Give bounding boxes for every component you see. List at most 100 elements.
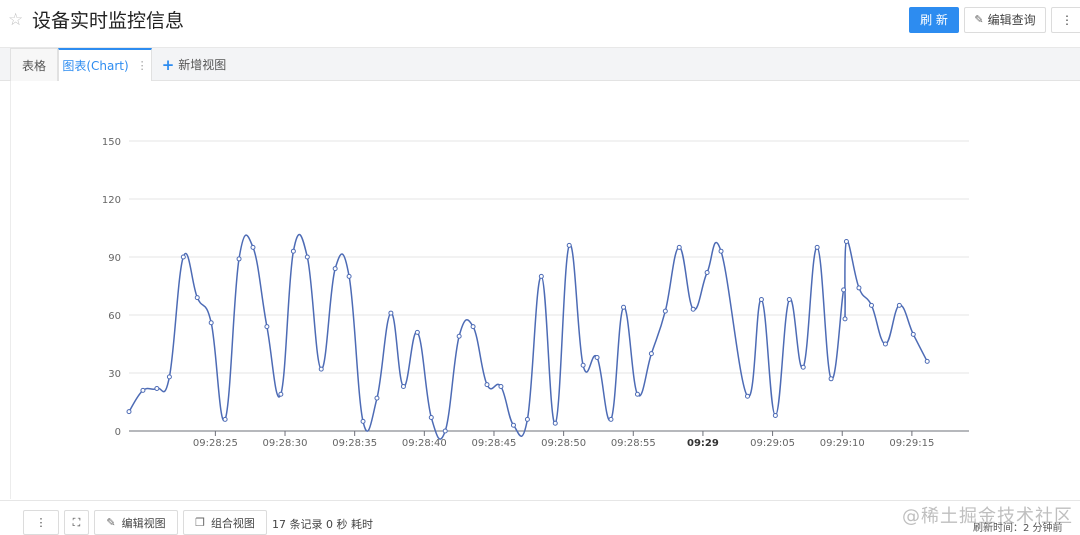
data-point bbox=[456, 333, 462, 339]
refresh-time: 刷新时间：2 分钟前 bbox=[973, 523, 1063, 534]
data-point bbox=[676, 244, 682, 250]
x-tick-label: 09:28:55 bbox=[611, 438, 656, 449]
x-tick-label: 09:29:10 bbox=[820, 438, 865, 449]
data-point bbox=[428, 414, 434, 420]
x-tick-label: 09:28:25 bbox=[193, 438, 238, 449]
page-title: 设备实时监控信息 bbox=[32, 10, 185, 32]
tab-table[interactable]: 表格 bbox=[10, 48, 58, 81]
footer-more-button[interactable]: ⋮ bbox=[23, 510, 59, 535]
data-point bbox=[264, 324, 270, 330]
y-tick-label: 0 bbox=[115, 427, 121, 438]
data-point bbox=[758, 297, 764, 303]
x-tick-label: 09:28:35 bbox=[332, 438, 377, 449]
combo-view-button[interactable]: ❐ 组合视图 bbox=[183, 510, 267, 535]
y-tick-label: 30 bbox=[108, 369, 121, 380]
data-point bbox=[346, 273, 352, 279]
data-point bbox=[608, 416, 614, 422]
series-line bbox=[128, 233, 928, 440]
data-point bbox=[250, 244, 256, 250]
y-tick-label: 120 bbox=[102, 195, 121, 206]
expand-icon[interactable]: ⛶ bbox=[64, 510, 89, 535]
data-point bbox=[552, 420, 558, 426]
data-point bbox=[868, 302, 874, 308]
page-header: ☆ 设备实时监控信息 刷 新 ✎ 编辑查询 ⋮ bbox=[0, 0, 1080, 46]
x-tick-label: 09:29 bbox=[687, 438, 719, 449]
data-point bbox=[194, 295, 200, 301]
data-point bbox=[140, 387, 146, 393]
data-point bbox=[842, 316, 848, 322]
combo-view-label: 组合视图 bbox=[210, 516, 255, 530]
data-point bbox=[278, 391, 284, 397]
star-icon[interactable]: ☆ bbox=[8, 10, 24, 30]
view-tabs: 表格 图表(Chart) ⋮ + 新增视图 bbox=[0, 47, 1080, 82]
data-point bbox=[484, 382, 490, 388]
more-menu-button[interactable]: ⋮ bbox=[1051, 7, 1080, 33]
refresh-button[interactable]: 刷 新 bbox=[909, 7, 959, 33]
data-point bbox=[360, 418, 366, 424]
data-point bbox=[236, 256, 242, 262]
data-point bbox=[222, 416, 228, 422]
data-point bbox=[841, 287, 847, 293]
x-tick-label: 09:29:15 bbox=[889, 438, 934, 449]
y-tick-label: 90 bbox=[108, 253, 121, 264]
edit-query-button[interactable]: ✎ 编辑查询 bbox=[964, 7, 1046, 33]
edit-icon: ✎ bbox=[106, 516, 116, 529]
y-tick-label: 60 bbox=[108, 311, 121, 322]
data-point bbox=[648, 351, 654, 357]
x-tick-label: 09:28:40 bbox=[402, 438, 447, 449]
data-point bbox=[828, 376, 834, 382]
x-tick-label: 09:29:05 bbox=[750, 438, 795, 449]
data-point bbox=[594, 355, 600, 361]
record-count: 17 条记录 0 秒 耗时 bbox=[272, 518, 373, 531]
edit-icon: ✎ bbox=[974, 13, 984, 26]
line-chart: 0 30 60 90 120 150 09:28:25 09:28:30 09:28:35 09:… bbox=[102, 137, 969, 449]
data-point bbox=[290, 248, 296, 254]
data-point bbox=[154, 385, 160, 391]
data-point bbox=[634, 391, 640, 397]
data-point bbox=[800, 364, 806, 370]
tab-chart[interactable]: 图表(Chart) ⋮ bbox=[58, 48, 152, 82]
add-view-button[interactable]: + 新增视图 bbox=[158, 48, 230, 81]
watermark: @稀土掘金技术社区 bbox=[902, 506, 1073, 527]
data-point bbox=[510, 422, 516, 428]
copy-icon: ❐ bbox=[195, 516, 205, 529]
data-point bbox=[304, 254, 310, 260]
data-point bbox=[126, 409, 132, 415]
tab-chart-label: 图表(Chart) bbox=[62, 59, 129, 73]
data-point bbox=[414, 329, 420, 335]
data-point bbox=[388, 310, 394, 316]
x-tick-label: 09:28:50 bbox=[541, 438, 586, 449]
status-footer: ⋮ ⛶ ✎ 编辑视图 ❐ 组合视图 17 条记录 0 秒 耗时 @稀土掘金技术社… bbox=[0, 500, 1080, 535]
edit-view-button[interactable]: ✎ 编辑视图 bbox=[94, 510, 178, 535]
data-point bbox=[772, 413, 778, 419]
data-point bbox=[374, 395, 380, 401]
data-point bbox=[400, 384, 406, 390]
data-point bbox=[924, 358, 930, 364]
data-point bbox=[470, 324, 476, 330]
data-point bbox=[704, 269, 710, 275]
data-point bbox=[843, 239, 849, 245]
data-point bbox=[538, 273, 544, 279]
data-point bbox=[318, 366, 324, 372]
add-view-label: 新增视图 bbox=[178, 58, 227, 72]
data-point bbox=[690, 306, 696, 312]
data-point bbox=[442, 428, 448, 434]
data-point bbox=[208, 320, 214, 326]
data-point bbox=[662, 308, 668, 314]
plus-icon: + bbox=[161, 55, 175, 74]
data-point bbox=[882, 341, 888, 347]
x-tick-label: 09:28:45 bbox=[472, 438, 517, 449]
data-point bbox=[745, 393, 751, 399]
data-point bbox=[814, 244, 820, 250]
edit-view-label: 编辑视图 bbox=[121, 516, 166, 530]
tab-chart-menu-icon[interactable]: ⋮ bbox=[136, 59, 148, 72]
data-point bbox=[524, 416, 530, 422]
edit-query-label: 编辑查询 bbox=[987, 13, 1036, 27]
x-tick-label: 09:28:30 bbox=[263, 438, 308, 449]
data-point bbox=[786, 297, 792, 303]
data-point bbox=[621, 304, 627, 310]
data-point bbox=[856, 285, 862, 291]
data-point bbox=[498, 384, 504, 390]
data-point bbox=[180, 254, 186, 260]
data-point bbox=[580, 362, 586, 368]
